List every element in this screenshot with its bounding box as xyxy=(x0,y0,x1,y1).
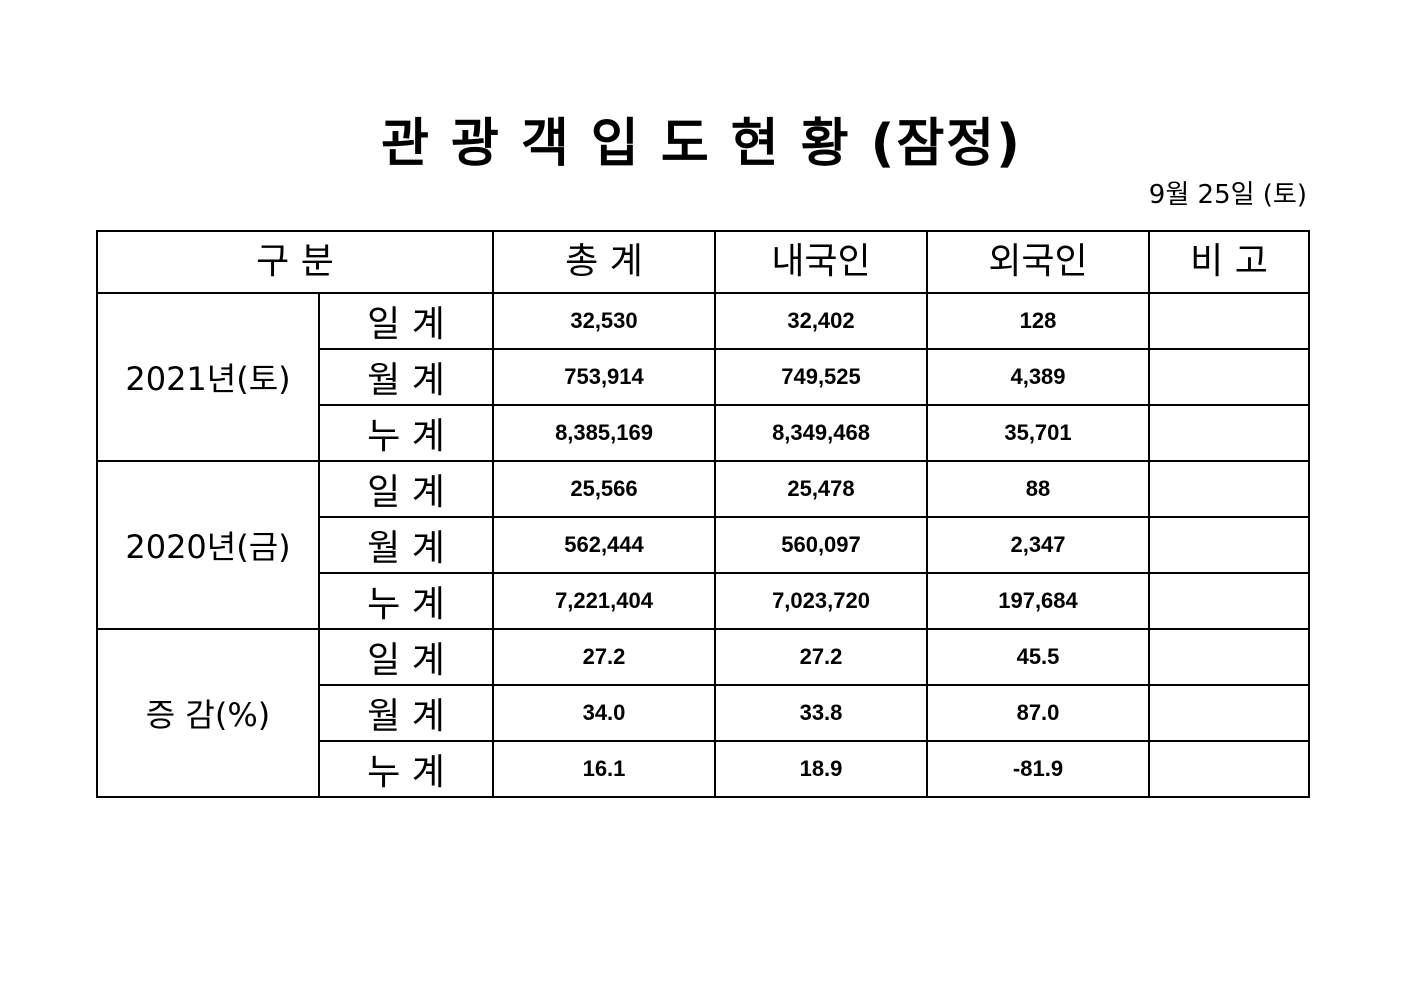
note-cell xyxy=(1148,572,1310,630)
total-cell: 27.2 xyxy=(492,628,716,686)
row-label: 월 계 xyxy=(318,684,494,742)
header-note: 비 고 xyxy=(1148,230,1310,294)
domestic-cell: 8,349,468 xyxy=(714,404,928,462)
row-label: 누 계 xyxy=(318,572,494,630)
page-title: 관 광 객 입 도 현 황 (잠정) xyxy=(381,114,1022,174)
domestic-cell: 749,525 xyxy=(714,348,928,406)
foreign-cell: 87.0 xyxy=(926,684,1150,742)
table-row: 증 감(%) 일 계 27.2 27.2 45.5 xyxy=(96,628,1310,798)
table-row: 2021년(토) 일 계 32,530 32,402 128 xyxy=(96,292,1310,462)
foreign-cell: 2,347 xyxy=(926,516,1150,574)
domestic-cell: 18.9 xyxy=(714,740,928,798)
total-cell: 7,221,404 xyxy=(492,572,716,630)
table-row: 2020년(금) 일 계 25,566 25,478 88 xyxy=(96,460,1310,630)
report-date: 9월 25일 (토) xyxy=(1148,180,1307,210)
total-cell: 16.1 xyxy=(492,740,716,798)
note-cell xyxy=(1148,684,1310,742)
foreign-cell: 4,389 xyxy=(926,348,1150,406)
note-cell xyxy=(1148,404,1310,462)
header-total: 총 계 xyxy=(492,230,716,294)
domestic-cell: 560,097 xyxy=(714,516,928,574)
total-cell: 562,444 xyxy=(492,516,716,574)
note-cell xyxy=(1148,628,1310,686)
foreign-cell: 197,684 xyxy=(926,572,1150,630)
total-cell: 34.0 xyxy=(492,684,716,742)
foreign-cell: 128 xyxy=(926,292,1150,350)
foreign-cell: 45.5 xyxy=(926,628,1150,686)
row-label: 월 계 xyxy=(318,348,494,406)
domestic-cell: 7,023,720 xyxy=(714,572,928,630)
row-label: 누 계 xyxy=(318,740,494,798)
foreign-cell: 35,701 xyxy=(926,404,1150,462)
total-cell: 753,914 xyxy=(492,348,716,406)
table-row: 월 계 562,444 560,097 2,347 xyxy=(97,516,1310,574)
row-label: 일 계 xyxy=(318,292,494,350)
tourist-statistics-table: 구 분 총 계 내국인 외국인 비 고 2021년(토) 일 계 32,530 … xyxy=(96,230,1310,798)
note-cell xyxy=(1148,292,1310,350)
table-row: 누 계 7,221,404 7,023,720 197,684 xyxy=(97,572,1310,630)
table-row: 월 계 753,914 749,525 4,389 xyxy=(97,348,1310,406)
table-row: 누 계 16.1 18.9 -81.9 xyxy=(97,740,1310,798)
header-category: 구 분 xyxy=(96,230,494,294)
foreign-cell: -81.9 xyxy=(926,740,1150,798)
group-label: 2021년(토) xyxy=(96,292,320,462)
total-cell: 32,530 xyxy=(492,292,716,350)
row-label: 일 계 xyxy=(318,628,494,686)
row-label: 월 계 xyxy=(318,516,494,574)
domestic-cell: 33.8 xyxy=(714,684,928,742)
foreign-cell: 88 xyxy=(926,460,1150,518)
group-label: 증 감(%) xyxy=(96,628,320,798)
table-row: 누 계 8,385,169 8,349,468 35,701 xyxy=(97,404,1310,462)
domestic-cell: 25,478 xyxy=(714,460,928,518)
group-label: 2020년(금) xyxy=(96,460,320,630)
note-cell xyxy=(1148,460,1310,518)
table-header-row: 구 분 총 계 내국인 외국인 비 고 xyxy=(96,230,1310,294)
note-cell xyxy=(1148,516,1310,574)
row-label: 일 계 xyxy=(318,460,494,518)
total-cell: 8,385,169 xyxy=(492,404,716,462)
total-cell: 25,566 xyxy=(492,460,716,518)
table-row: 월 계 34.0 33.8 87.0 xyxy=(97,684,1310,742)
header-domestic: 내국인 xyxy=(714,230,928,294)
row-label: 누 계 xyxy=(318,404,494,462)
header-foreign: 외국인 xyxy=(926,230,1150,294)
domestic-cell: 27.2 xyxy=(714,628,928,686)
note-cell xyxy=(1148,740,1310,798)
domestic-cell: 32,402 xyxy=(714,292,928,350)
note-cell xyxy=(1148,348,1310,406)
